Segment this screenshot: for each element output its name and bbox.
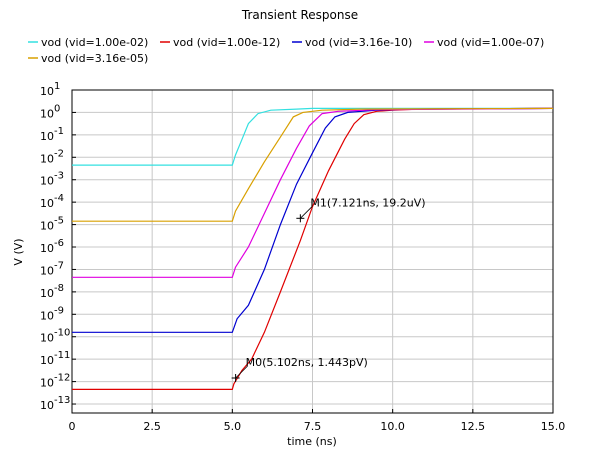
legend-entry: vod (vid=1.00e-12) xyxy=(173,36,280,49)
y-tick-label: 10-13 xyxy=(40,395,70,412)
chart-title: Transient Response xyxy=(241,8,358,22)
y-tick-label: 10-4 xyxy=(40,193,64,210)
marker-label: M1(7.121ns, 19.2uV) xyxy=(310,196,425,209)
y-tick-label: 10-3 xyxy=(40,171,64,188)
series-line-1 xyxy=(72,107,553,166)
marker-leader xyxy=(235,365,248,379)
marker-label: M0(5.102ns, 1.443pV) xyxy=(246,356,368,369)
legend-entry: vod (vid=3.16e-10) xyxy=(305,36,412,49)
series-line-4 xyxy=(72,107,554,278)
x-tick-label: 5.0 xyxy=(224,420,242,433)
y-tick-label: 10-9 xyxy=(40,305,64,322)
series-line-5 xyxy=(72,107,554,222)
x-tick-label: 12.5 xyxy=(461,420,486,433)
y-axis-label: V (V) xyxy=(12,238,25,265)
markers: M0(5.102ns, 1.443pV) M1(7.121ns, 19.2uV) xyxy=(231,196,426,383)
legend-entry: vod (vid=1.00e-02) xyxy=(41,36,148,49)
y-tick-label: 10-11 xyxy=(40,350,70,367)
y-tick-label: 10-1 xyxy=(40,126,64,143)
y-tick-label: 10-6 xyxy=(40,238,64,255)
y-tick-label: 10-7 xyxy=(40,260,64,277)
x-axis-label: time (ns) xyxy=(287,435,337,448)
y-tick-label: 10-10 xyxy=(40,328,70,345)
x-tick-label: 0 xyxy=(69,420,76,433)
y-tick-label: 10-12 xyxy=(40,373,70,390)
y-tick-label: 10-8 xyxy=(40,283,64,300)
x-tick-label: 15.0 xyxy=(541,420,566,433)
y-tick-label: 100 xyxy=(40,103,60,120)
x-tick-label: 2.5 xyxy=(143,420,161,433)
legend: vod (vid=1.00e-02) vod (vid=1.00e-12) vod … xyxy=(28,36,544,65)
y-tick-label: 10-5 xyxy=(40,216,64,233)
x-tick-label: 10.0 xyxy=(380,420,405,433)
series-line-3 xyxy=(72,107,554,333)
marker-leader xyxy=(300,206,313,219)
y-tick-label: 101 xyxy=(40,81,60,98)
legend-entry: vod (vid=1.00e-07) xyxy=(437,36,544,49)
legend-entry: vod (vid=3.16e-05) xyxy=(41,52,148,65)
y-tick-label: 10-2 xyxy=(40,148,64,165)
x-tick-label: 7.5 xyxy=(304,420,322,433)
x-tick-labels: 0 2.5 5.0 7.5 10.0 12.5 15.0 xyxy=(69,409,566,433)
y-tick-labels: 101 100 10-1 10-2 10-3 10-4 10-5 10-6 10-7 10-8 10… xyxy=(40,81,76,412)
